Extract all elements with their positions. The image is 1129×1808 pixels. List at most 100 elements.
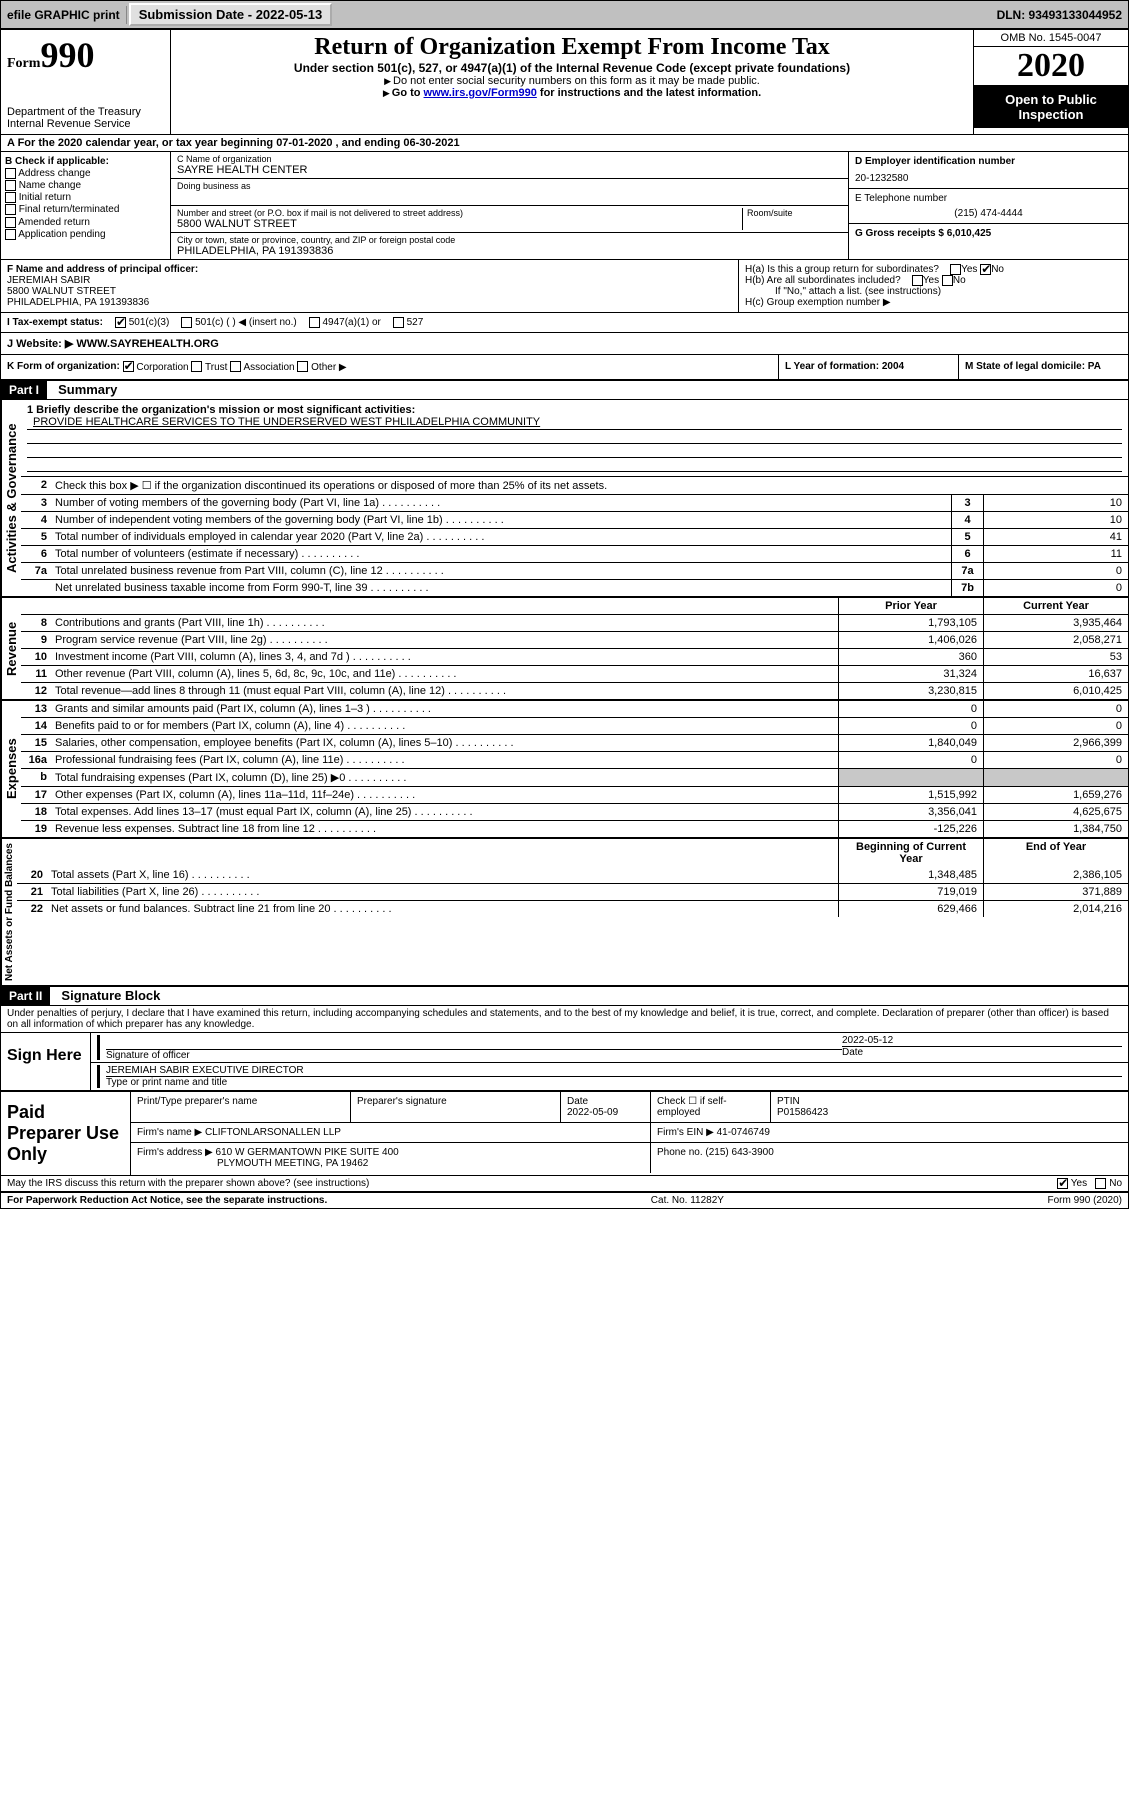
data-line: 19Revenue less expenses. Subtract line 1…: [21, 820, 1128, 837]
gov-line: 3Number of voting members of the governi…: [21, 494, 1128, 511]
officer-addr2: PHILADELPHIA, PA 191393836: [7, 297, 149, 308]
col-end-year: End of Year: [983, 839, 1128, 867]
website-row: J Website: ▶ WWW.SAYREHEALTH.ORG: [1, 333, 1128, 355]
data-line: 12Total revenue—add lines 8 through 11 (…: [21, 682, 1128, 699]
prep-date-label: Date: [567, 1096, 588, 1107]
col-b-label: B Check if applicable:: [5, 156, 109, 167]
chk-app-pending[interactable]: Application pending: [5, 229, 166, 240]
block-bcd: B Check if applicable: Address change Na…: [1, 152, 1128, 260]
firm-name-label: Firm's name ▶: [137, 1127, 202, 1138]
l-year: L Year of formation: 2004: [785, 361, 904, 372]
line1-label: 1 Briefly describe the organization's mi…: [27, 404, 415, 416]
vtab-netassets: Net Assets or Fund Balances: [1, 839, 17, 985]
form-number: 990: [40, 35, 94, 75]
form-prefix: Form: [7, 56, 40, 71]
mission-text: PROVIDE HEALTHCARE SERVICES TO THE UNDER…: [27, 416, 1122, 430]
section-governance: Activities & Governance 1 Briefly descri…: [1, 400, 1128, 598]
data-line: 16aProfessional fundraising fees (Part I…: [21, 751, 1128, 768]
form-subtitle: Under section 501(c), 527, or 4947(a)(1)…: [175, 61, 969, 75]
section-expenses: Expenses 13Grants and similar amounts pa…: [1, 701, 1128, 839]
addr-label: Number and street (or P.O. box if mail i…: [177, 208, 742, 218]
firm-ein: 41-0746749: [717, 1127, 770, 1138]
chk-other[interactable]: Other ▶: [297, 362, 346, 373]
chk-trust[interactable]: Trust: [191, 362, 227, 373]
self-employed: Check ☐ if self-employed: [651, 1092, 771, 1122]
ha-label: H(a) Is this a group return for subordin…: [745, 264, 939, 275]
chk-name-change[interactable]: Name change: [5, 180, 166, 191]
m-state: M State of legal domicile: PA: [965, 361, 1101, 372]
room-label: Room/suite: [747, 208, 842, 218]
efile-label: efile GRAPHIC print: [1, 6, 127, 24]
vtab-revenue: Revenue: [1, 598, 21, 699]
tax-year: 2020: [974, 47, 1128, 86]
data-line: bTotal fundraising expenses (Part IX, co…: [21, 768, 1128, 786]
submission-date-button[interactable]: Submission Date - 2022-05-13: [129, 3, 333, 26]
officer-name: JEREMIAH SABIR: [7, 275, 90, 286]
data-line: 11Other revenue (Part VIII, column (A), …: [21, 665, 1128, 682]
sig-officer-label: Signature of officer: [106, 1049, 842, 1061]
chk-initial-return[interactable]: Initial return: [5, 192, 166, 203]
sig-date-value: 2022-05-12: [842, 1035, 1122, 1046]
officer-printed: JEREMIAH SABIR EXECUTIVE DIRECTOR: [106, 1065, 1122, 1076]
chk-address-change[interactable]: Address change: [5, 168, 166, 179]
form990-link[interactable]: www.irs.gov/Form990: [424, 87, 537, 99]
chk-501c3[interactable]: 501(c)(3): [115, 317, 169, 328]
line2: Check this box ▶ ☐ if the organization d…: [51, 477, 1128, 494]
gov-line: 6Total number of volunteers (estimate if…: [21, 545, 1128, 562]
ssn-note: Do not enter social security numbers on …: [393, 75, 760, 87]
chk-527[interactable]: 527: [393, 317, 423, 328]
part-ii-badge: Part II: [1, 987, 50, 1005]
data-line: 21Total liabilities (Part X, line 26)719…: [17, 883, 1128, 900]
firm-addr-label: Firm's address ▶: [137, 1147, 213, 1158]
chk-assoc[interactable]: Association: [230, 362, 294, 373]
section-netassets: Net Assets or Fund Balances Beginning of…: [1, 839, 1128, 987]
data-line: 13Grants and similar amounts paid (Part …: [21, 701, 1128, 717]
firm-phone: (215) 643-3900: [705, 1147, 773, 1158]
officer-addr1: 5800 WALNUT STREET: [7, 286, 116, 297]
header-right: OMB No. 1545-0047 2020 Open to Public In…: [973, 30, 1128, 134]
website-value: WWW.SAYREHEALTH.ORG: [76, 338, 218, 350]
chk-corp[interactable]: Corporation: [123, 362, 189, 373]
ein-label: D Employer identification number: [855, 156, 1122, 167]
col-c-orginfo: C Name of organization SAYRE HEALTH CENT…: [171, 152, 848, 259]
prep-date: 2022-05-09: [567, 1107, 618, 1118]
ptin-value: P01586423: [777, 1107, 828, 1118]
col-current-year: Current Year: [983, 598, 1128, 614]
perjury-declaration: Under penalties of perjury, I declare th…: [1, 1006, 1128, 1032]
omb-number: OMB No. 1545-0047: [974, 30, 1128, 47]
gov-line: 5Total number of individuals employed in…: [21, 528, 1128, 545]
gov-line: Net unrelated business taxable income fr…: [21, 579, 1128, 596]
f-officer: F Name and address of principal officer:…: [1, 260, 738, 312]
k-label: K Form of organization:: [7, 362, 120, 373]
chk-501c[interactable]: 501(c) ( ) ◀ (insert no.): [181, 317, 296, 328]
data-line: 8Contributions and grants (Part VIII, li…: [21, 614, 1128, 631]
col-begin-year: Beginning of Current Year: [838, 839, 983, 867]
ein-value: 20-1232580: [855, 173, 1122, 184]
cat-no: Cat. No. 11282Y: [651, 1195, 724, 1206]
irs-discuss: May the IRS discuss this return with the…: [7, 1178, 369, 1189]
chk-final-return[interactable]: Final return/terminated: [5, 204, 166, 215]
tax-status-row: I Tax-exempt status: 501(c)(3) 501(c) ( …: [1, 313, 1128, 333]
irs-label: Internal Revenue Service: [7, 118, 164, 130]
data-line: 15Salaries, other compensation, employee…: [21, 734, 1128, 751]
fgh-block: F Name and address of principal officer:…: [1, 260, 1128, 313]
chk-4947[interactable]: 4947(a)(1) or: [309, 317, 381, 328]
i-label: I Tax-exempt status:: [7, 317, 103, 328]
col-prior-year: Prior Year: [838, 598, 983, 614]
col-b-checkboxes: B Check if applicable: Address change Na…: [1, 152, 171, 259]
sig-date-label: Date: [842, 1046, 1122, 1058]
part-ii-header: Part II Signature Block: [1, 987, 1128, 1006]
open-inspection: Open to Public Inspection: [974, 86, 1128, 128]
data-line: 22Net assets or fund balances. Subtract …: [17, 900, 1128, 917]
org-address: 5800 WALNUT STREET: [177, 218, 742, 230]
topbar: efile GRAPHIC print Submission Date - 20…: [0, 0, 1129, 29]
hb-note: If "No," attach a list. (see instruction…: [745, 286, 1122, 297]
org-city: PHILADELPHIA, PA 191393836: [177, 245, 842, 257]
hc-label: H(c) Group exemption number ▶: [745, 297, 1122, 308]
header-mid: Return of Organization Exempt From Incom…: [171, 30, 973, 134]
part-i-badge: Part I: [1, 381, 47, 399]
data-line: 14Benefits paid to or for members (Part …: [21, 717, 1128, 734]
data-line: 10Investment income (Part VIII, column (…: [21, 648, 1128, 665]
prep-sig-label: Preparer's signature: [351, 1092, 561, 1122]
chk-amended[interactable]: Amended return: [5, 217, 166, 228]
